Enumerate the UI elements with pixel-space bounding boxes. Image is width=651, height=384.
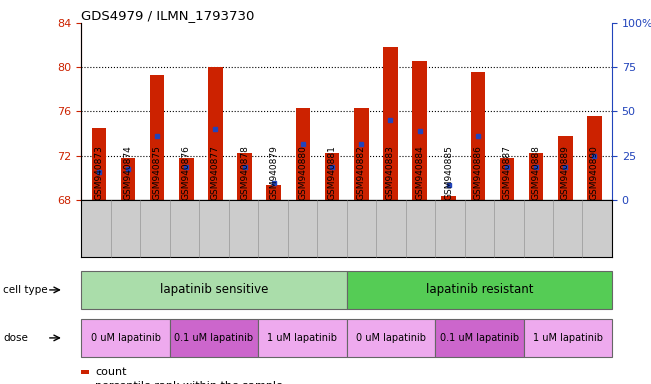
Bar [238, 153, 252, 200]
Bar [383, 47, 398, 200]
Bar [354, 108, 368, 200]
Bar [325, 153, 339, 200]
Text: 0.1 uM lapatinib: 0.1 uM lapatinib [439, 333, 519, 343]
Bar [529, 153, 544, 200]
Bar [441, 196, 456, 200]
Bar [120, 158, 135, 200]
Text: cell type: cell type [3, 285, 48, 295]
Text: 0.1 uM lapatinib: 0.1 uM lapatinib [174, 333, 254, 343]
Bar [208, 67, 223, 200]
Text: 0 uM lapatinib: 0 uM lapatinib [356, 333, 426, 343]
Text: lapatinib resistant: lapatinib resistant [426, 283, 533, 296]
Bar [179, 158, 193, 200]
Text: 1 uM lapatinib: 1 uM lapatinib [268, 333, 337, 343]
Text: GDS4979 / ILMN_1793730: GDS4979 / ILMN_1793730 [81, 9, 255, 22]
Bar [412, 61, 427, 200]
Bar [587, 116, 602, 200]
Bar [266, 185, 281, 200]
Text: dose: dose [3, 333, 28, 343]
Bar [471, 71, 485, 200]
Text: lapatinib sensitive: lapatinib sensitive [160, 283, 268, 296]
Bar [296, 108, 311, 200]
Bar [558, 136, 573, 200]
Bar [500, 158, 514, 200]
Text: 0 uM lapatinib: 0 uM lapatinib [90, 333, 161, 343]
Bar [92, 128, 106, 200]
Text: 1 uM lapatinib: 1 uM lapatinib [533, 333, 603, 343]
Text: count: count [95, 367, 126, 377]
Text: percentile rank within the sample: percentile rank within the sample [95, 381, 283, 384]
Bar [150, 75, 165, 200]
